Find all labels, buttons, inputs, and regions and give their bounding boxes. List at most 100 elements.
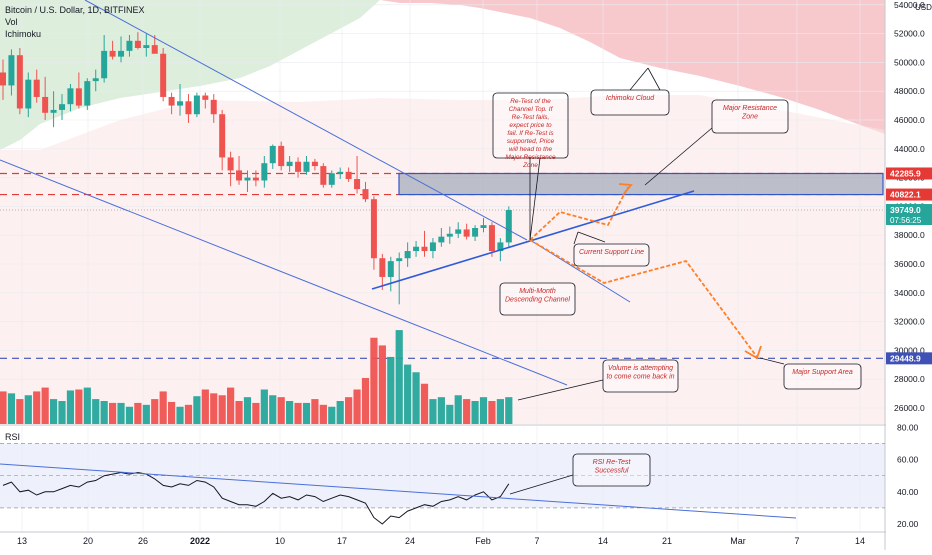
drawings: [0, 0, 762, 386]
vol-label: Vol: [5, 17, 18, 27]
forecast-up-arrowhead: [618, 183, 633, 196]
candle-body: [404, 251, 411, 259]
candle-body: [488, 225, 495, 252]
candle-body: [328, 173, 335, 185]
volume-bar: [260, 389, 268, 424]
note-volume-line: to come come back in: [606, 374, 674, 381]
candle-body: [463, 229, 470, 237]
candle-body: [379, 258, 386, 277]
candle-body: [421, 246, 428, 252]
volume-bar: [252, 402, 260, 424]
rsi-tick-label: 60.00: [897, 455, 919, 465]
note-ichimoku-cloud-line: Ichimoku Cloud: [606, 95, 655, 102]
note-major-support-box: [783, 363, 862, 390]
candle-body: [126, 40, 133, 51]
x-tick-label: 24: [405, 536, 415, 546]
volume-bar: [387, 356, 395, 424]
candle-body: [59, 104, 66, 110]
callout-connector: [759, 357, 785, 365]
volume-bar: [235, 401, 243, 424]
candle-body: [438, 236, 445, 243]
forecast-down-arrowhead: [744, 345, 762, 360]
candle-body: [101, 50, 108, 79]
y-tick-label: 38000.0: [894, 230, 925, 240]
price-tag-label: 29448.9: [890, 353, 921, 363]
note-retest-top-line: Channel Top. If: [509, 106, 554, 113]
y-tick-label: 30000.0: [894, 345, 925, 355]
note-ichimoku-cloud: Ichimoku Cloud: [606, 95, 655, 102]
candle-body: [109, 50, 116, 57]
candle-body: [396, 258, 403, 262]
candle-body: [387, 261, 394, 277]
rsi-line: [2, 471, 510, 525]
volume-bar: [395, 330, 403, 424]
candle-body: [311, 161, 318, 167]
x-tick-label: 20: [83, 536, 93, 546]
axes: 54000.0 52000.0 50000.0 48000.0 46000.0 44000…: [17, 0, 932, 550]
chart-legend: Bitcoin / U.S. Dollar, 1D, BITFINEX Vol …: [5, 4, 145, 40]
price-tag: [886, 188, 932, 201]
callout-connector: [517, 379, 604, 401]
candle-body: [497, 242, 504, 252]
candle-body: [143, 45, 150, 48]
price-tag-label: 40822.1: [890, 190, 921, 200]
x-tick-label: 14: [598, 536, 608, 546]
candle-body: [429, 242, 436, 252]
y-tick-label: 26000.0: [894, 403, 925, 413]
note-retest-top-line: Re-Test of the: [510, 98, 551, 105]
note-major-support-line: Major Support Area: [792, 369, 853, 376]
volume-bar: [83, 387, 91, 424]
volume-bar: [92, 399, 100, 424]
volume-bar: [159, 391, 167, 424]
note-retest-top-line: Major Resistance: [505, 154, 556, 161]
volume-bar: [277, 397, 285, 424]
volume-bar: [184, 404, 193, 424]
ichimoku-cloud-green: [0, 0, 380, 150]
candle-body: [177, 101, 184, 106]
candle-body: [134, 40, 141, 48]
volume-bar: [302, 402, 311, 424]
note-current-support: Current Support Line: [579, 249, 644, 256]
y-tick-label: 46000.0: [894, 115, 925, 125]
note-descending-channel-line: Descending Channel: [505, 297, 570, 304]
note-retest-top-line: fail. If Re-Test is: [507, 130, 554, 137]
level-lines: [0, 172, 885, 359]
candle-body: [337, 171, 344, 174]
callout-connector: [577, 231, 606, 243]
volume-bar: [66, 390, 75, 424]
note-retest-top-line: will head to the: [509, 146, 553, 153]
note-rsi-retest: RSI Re-Test Successful: [593, 459, 632, 475]
volume-bar: [463, 399, 471, 424]
candle-body: [33, 79, 40, 97]
candle-body: [118, 50, 125, 57]
note-major-resistance: Major Resistance Zone: [723, 105, 777, 121]
ichimoku-cloud-lower: [0, 95, 885, 424]
candle-body: [345, 171, 352, 180]
volume-bar: [505, 397, 513, 424]
volume-bar: [404, 364, 412, 424]
volume-bar: [41, 387, 49, 424]
candle-body: [202, 95, 209, 100]
countdown-label: 07:56:25: [890, 216, 922, 225]
channel-top-line: [84, 0, 528, 241]
volume-bar: [218, 395, 226, 424]
note-descending-channel-box: [499, 282, 576, 316]
candle-body: [8, 55, 15, 86]
y-tick-label: 52000.0: [894, 29, 925, 39]
volume-bar: [16, 399, 24, 424]
note-retest-top-line: Re-Test fails,: [512, 114, 550, 121]
note-current-support-box: [573, 243, 650, 267]
forecast-up-path: [529, 186, 629, 241]
y-tick-label: 32000.0: [894, 317, 925, 327]
callout-connector: [644, 127, 713, 186]
y-tick-label: 48000.0: [894, 86, 925, 96]
volume-bar: [142, 404, 150, 424]
y-tick-label: 34000.0: [894, 288, 925, 298]
candle-body: [303, 161, 310, 172]
candle-body: [0, 72, 6, 86]
rsi-tick-label: 20.00: [897, 519, 919, 529]
price-tag-label: 39749.0: [890, 205, 921, 215]
candle-body: [278, 145, 285, 167]
